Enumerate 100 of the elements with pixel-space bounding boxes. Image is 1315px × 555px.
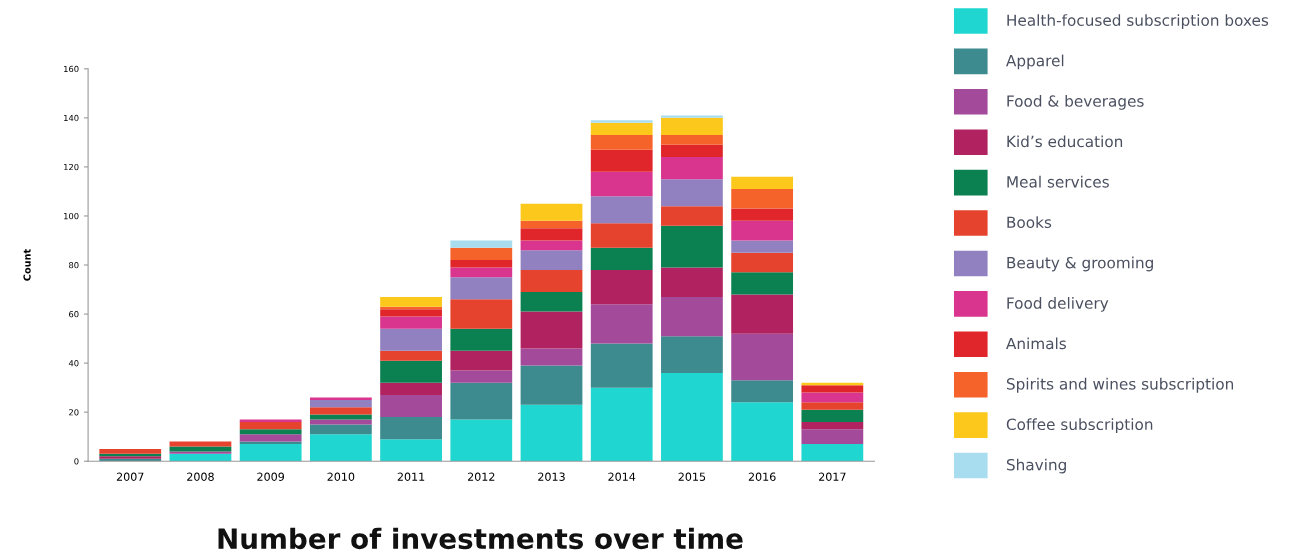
bar (450, 299, 513, 329)
bar (801, 409, 864, 422)
bar (450, 260, 513, 268)
bar (450, 240, 513, 248)
bar (380, 328, 442, 351)
bar (801, 402, 864, 410)
bar (380, 417, 442, 440)
bar (520, 250, 583, 270)
bar (450, 370, 513, 383)
bar (731, 252, 794, 273)
bar (520, 269, 583, 292)
x-tick-label: 2009 (257, 472, 285, 481)
bar (731, 176, 794, 189)
y-tick-label: 100 (64, 212, 79, 220)
bar (169, 451, 232, 454)
legend-label: Meal services (1007, 175, 1109, 188)
bar (239, 429, 302, 435)
bar (309, 434, 372, 462)
bar (520, 203, 583, 221)
bar (661, 117, 723, 136)
bar (731, 208, 794, 221)
bar (309, 414, 372, 420)
bar (801, 444, 864, 462)
legend-label: Shaving (1006, 458, 1066, 474)
bar (380, 350, 442, 361)
text: Number of investments over time (218, 527, 743, 550)
bar (731, 333, 794, 381)
bar (731, 294, 794, 334)
bar (450, 277, 513, 300)
legend-label: Apparel (1006, 54, 1064, 70)
bar (309, 407, 372, 415)
bar (99, 448, 162, 454)
bar (239, 421, 302, 430)
x-tick-label: 2015 (678, 472, 706, 481)
x-tick-label: 2017 (819, 472, 846, 481)
bar (590, 120, 653, 123)
y-tick-label: 20 (69, 409, 79, 416)
bar (309, 399, 372, 408)
y-tick-label: 160 (64, 65, 79, 73)
bar (661, 336, 723, 373)
bar (380, 316, 442, 329)
bar (520, 240, 583, 251)
bar (169, 446, 232, 452)
bar (380, 382, 442, 395)
x-tick-label: 2010 (327, 472, 355, 481)
bar (801, 421, 864, 430)
bar (520, 348, 583, 366)
bar (590, 247, 653, 270)
bar (520, 404, 583, 462)
bar (239, 434, 302, 442)
bar (239, 444, 302, 462)
bar (731, 220, 794, 241)
legend-label: Spirits and wines subscription (1006, 377, 1234, 393)
bar (520, 220, 583, 229)
y-axis-title: Count (23, 249, 31, 281)
bar (801, 392, 864, 403)
y-tick-label: 120 (64, 163, 79, 171)
bar (520, 311, 583, 349)
x-tick-label: 2014 (608, 472, 636, 481)
bar (450, 267, 513, 278)
bar (731, 380, 794, 403)
bar (590, 343, 653, 388)
legend-label: Coffee subscription (1006, 418, 1153, 434)
bar (661, 144, 723, 158)
bar (590, 171, 653, 197)
legend-label: Food & beverages (1007, 94, 1144, 110)
bar (380, 309, 442, 317)
y-tick-label: 60 (69, 311, 79, 318)
y-tick-label: 80 (69, 261, 79, 269)
x-tick-label: 2008 (187, 472, 214, 481)
bar (801, 385, 864, 393)
bar (520, 291, 583, 312)
bar (590, 135, 653, 150)
y-tick-label: 140 (64, 114, 79, 122)
bar (309, 424, 372, 435)
bar (801, 429, 864, 445)
bar (661, 372, 723, 462)
x-tick-label: 2007 (116, 472, 144, 481)
bar (450, 350, 513, 371)
bar (520, 228, 583, 241)
legend-label: Animals (1006, 337, 1066, 350)
bar (590, 304, 653, 344)
bar (450, 247, 513, 261)
legend-label: Food delivery (1007, 297, 1109, 312)
bar (590, 149, 653, 172)
bar (380, 296, 442, 307)
bar (661, 267, 723, 297)
bar (590, 223, 653, 248)
bar (520, 365, 583, 405)
x-tick-label: 2013 (538, 472, 565, 481)
bar (731, 402, 794, 462)
legend-label: Books (1007, 216, 1052, 229)
bar (661, 135, 723, 145)
bar (380, 360, 442, 383)
bar (590, 269, 653, 305)
bar (731, 188, 794, 209)
bar (380, 394, 442, 418)
bar (309, 397, 372, 400)
bar (590, 122, 653, 136)
y-tick-label: 0 (74, 458, 79, 465)
